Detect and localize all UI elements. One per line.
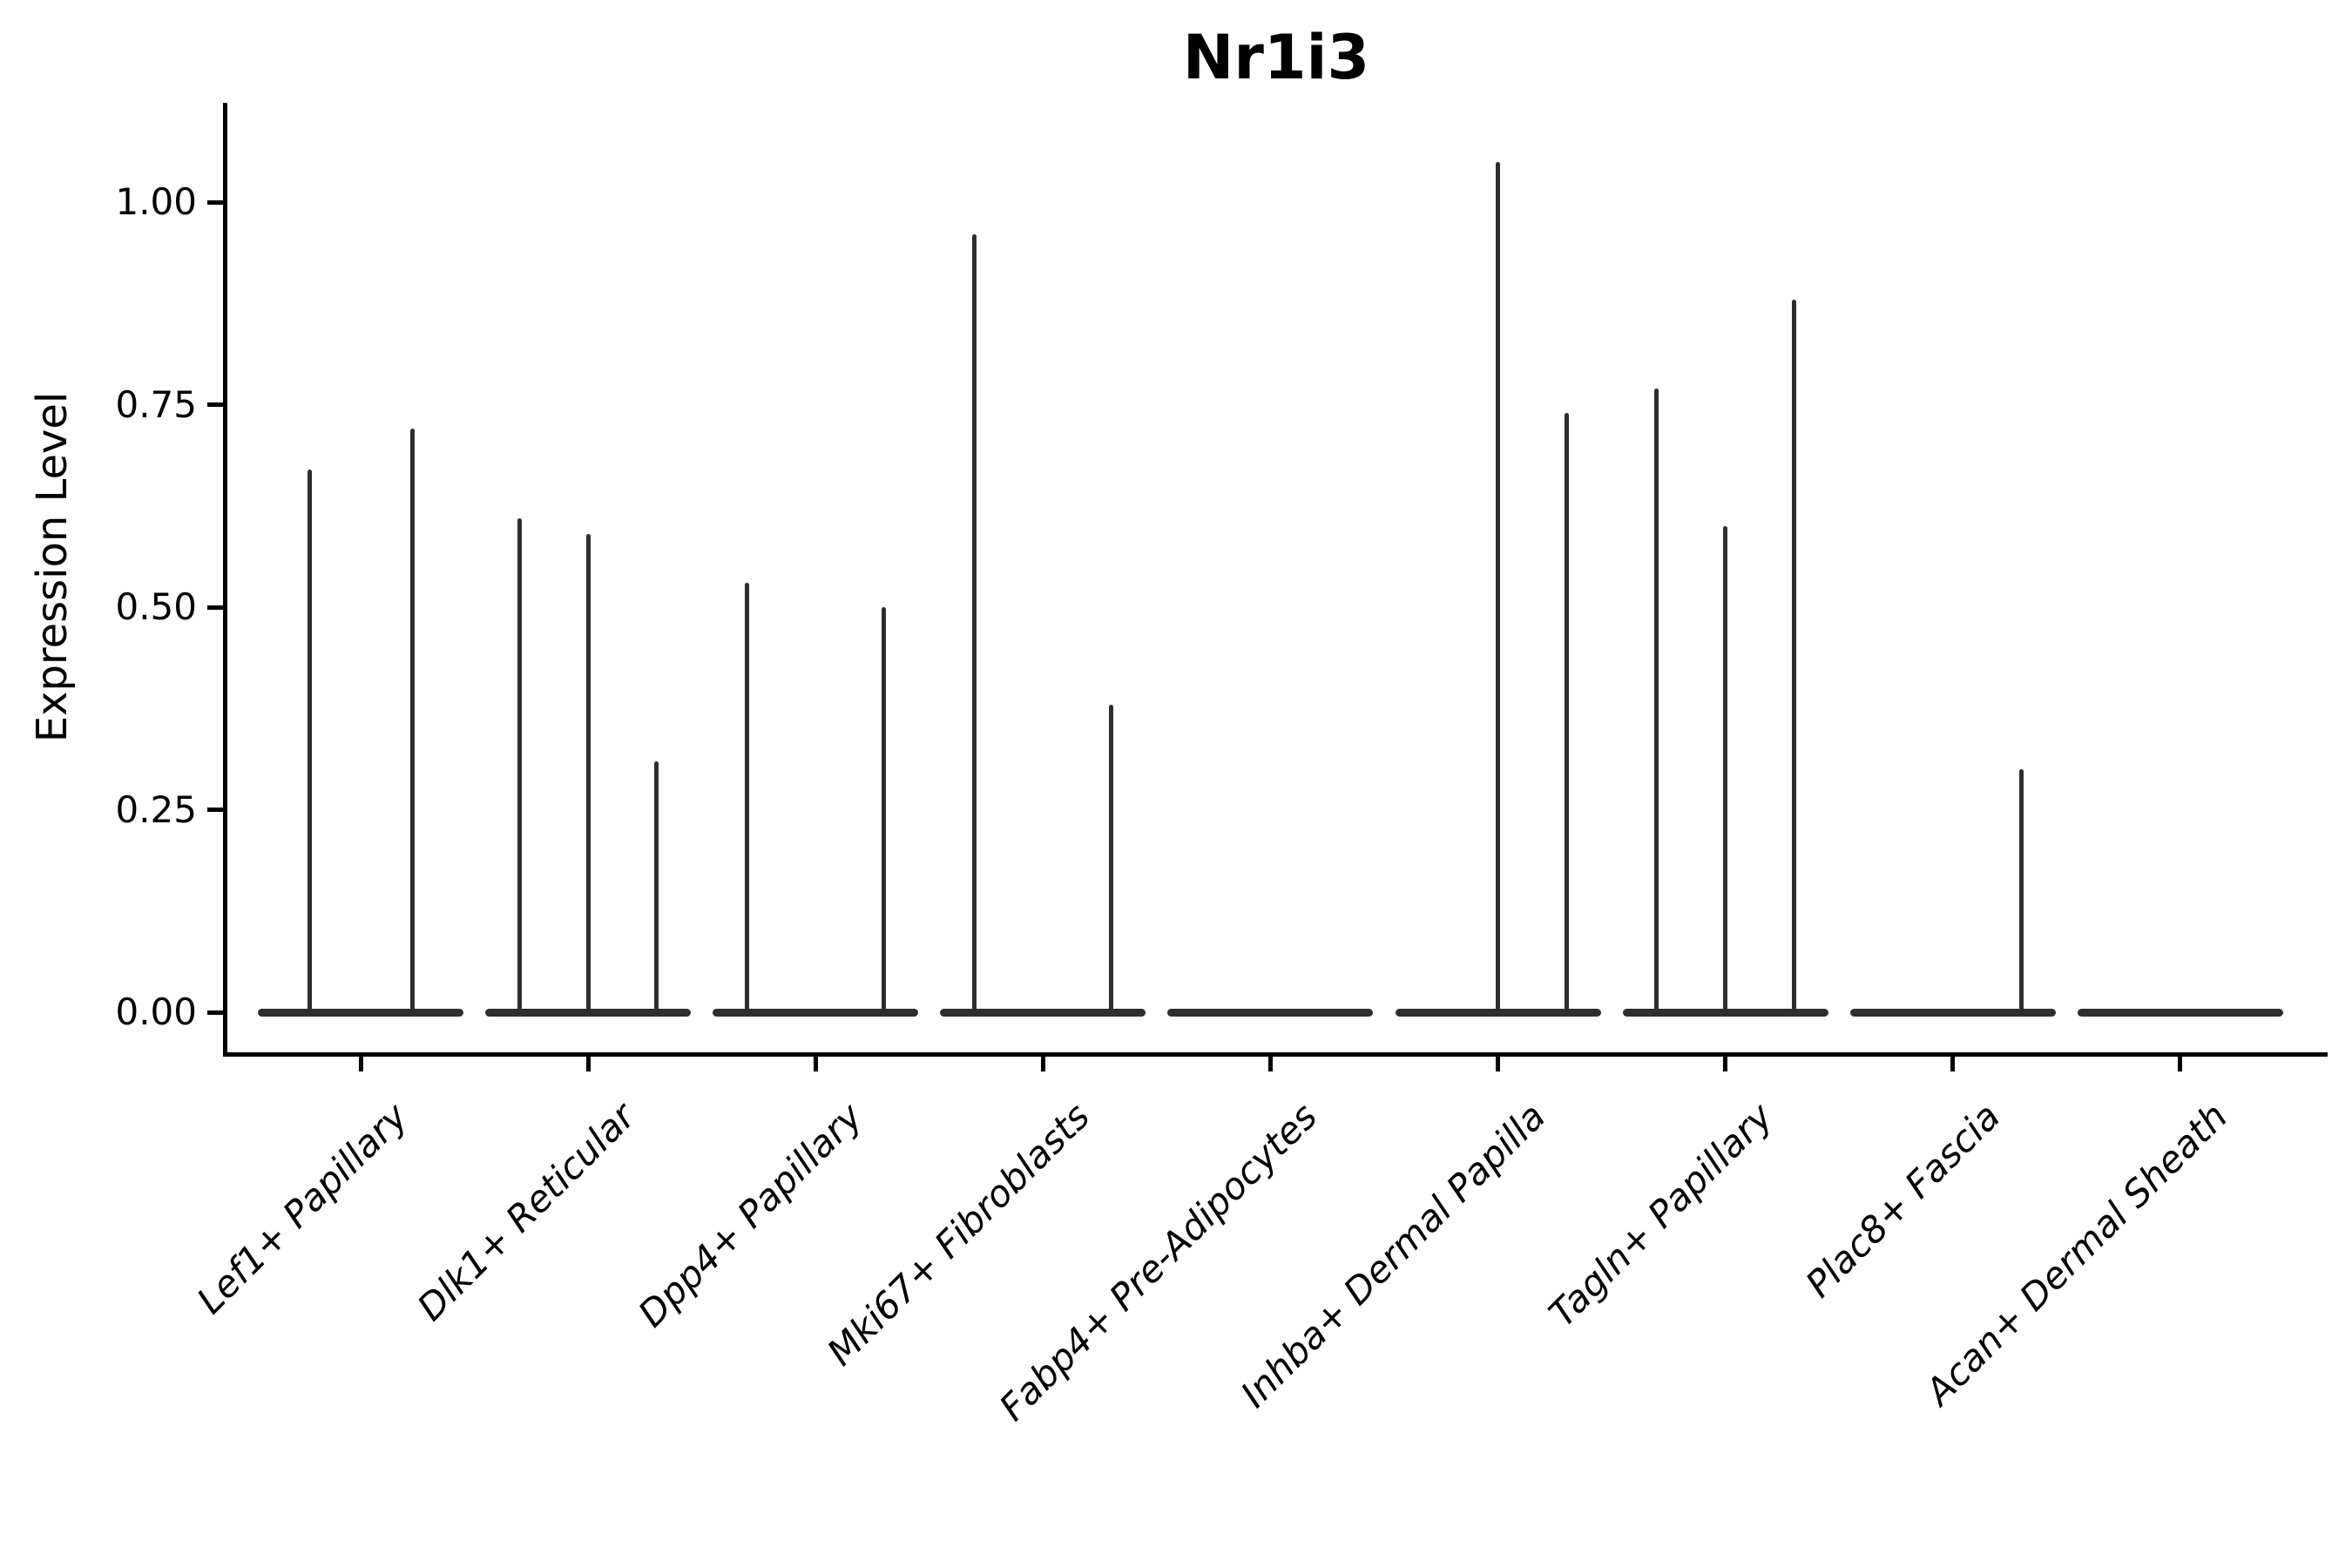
y-tick-mark: [207, 605, 225, 610]
x-tick-mark: [1040, 1054, 1045, 1071]
violin-spike: [745, 583, 750, 1012]
violin-spike: [517, 517, 522, 1012]
x-tick-mark: [1723, 1054, 1728, 1071]
violin-spike: [972, 234, 977, 1012]
violin-baseline: [1622, 1008, 1828, 1017]
chart-title: Nr1i3: [1182, 22, 1370, 93]
x-tick-mark: [2178, 1054, 2183, 1071]
x-tick-mark: [1267, 1054, 1273, 1071]
x-tick-mark: [813, 1054, 818, 1071]
x-tick-label: Fabp4+ Pre-Adipocytes: [991, 1094, 1326, 1429]
violin-spike: [409, 429, 415, 1012]
y-tick-label: 0.25: [115, 787, 197, 831]
x-tick-label: Mki67+ Fibroblasts: [819, 1094, 1098, 1375]
violin-spike: [2018, 769, 2024, 1012]
violin-baseline: [940, 1008, 1146, 1017]
violin-baseline: [485, 1008, 692, 1017]
y-tick-mark: [207, 402, 225, 407]
violin-spike: [654, 760, 659, 1012]
x-tick-label: Lef1+ Papillary: [188, 1094, 416, 1322]
violin-spike: [585, 534, 591, 1012]
violin-baseline: [1395, 1008, 1601, 1017]
violin-baseline: [2077, 1008, 2283, 1017]
y-tick-mark: [207, 199, 225, 205]
x-tick-mark: [1496, 1054, 1500, 1071]
x-tick-mark: [358, 1054, 363, 1071]
x-tick-mark: [585, 1054, 591, 1071]
violin-spike: [1109, 704, 1114, 1012]
y-axis-label: Expression Level: [28, 391, 77, 743]
x-tick-label: Dlk1+ Reticular: [409, 1094, 644, 1329]
x-tick-label: Tagln+ Papillary: [1540, 1094, 1781, 1335]
violin-baseline: [713, 1008, 919, 1017]
y-tick-mark: [207, 1010, 225, 1015]
x-tick-label: Dpp4+ Papillary: [630, 1094, 871, 1335]
x-tick-mark: [1950, 1054, 1956, 1071]
y-tick-label: 0.00: [115, 990, 197, 1033]
violin-spike: [1723, 526, 1728, 1012]
violin-baseline: [258, 1008, 463, 1017]
y-tick-label: 1.00: [115, 180, 197, 223]
violin-spike: [882, 607, 887, 1012]
violin-spike: [1496, 161, 1500, 1012]
violin-spike: [1654, 388, 1659, 1012]
violin-baseline: [1849, 1008, 2056, 1017]
violin-spike: [307, 469, 312, 1012]
violin-baseline: [1167, 1008, 1374, 1017]
plot-area: [223, 103, 2328, 1057]
y-tick-label: 0.75: [115, 382, 197, 426]
violin-spike: [1564, 412, 1569, 1012]
y-tick-label: 0.50: [115, 585, 197, 628]
y-tick-mark: [207, 808, 225, 812]
x-tick-label: Inhba+ Dermal Papilla: [1232, 1094, 1553, 1416]
x-tick-label: Acan+ Dermal Sheath: [1916, 1094, 2236, 1414]
x-tick-label: Plac8+ Fascia: [1796, 1094, 2009, 1306]
violin-spike: [1791, 299, 1796, 1012]
